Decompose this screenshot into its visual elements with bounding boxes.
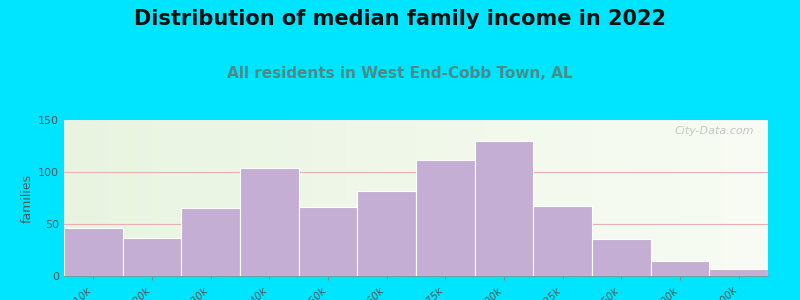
Text: City-Data.com: City-Data.com <box>674 126 754 136</box>
Bar <box>298 207 358 276</box>
Bar <box>650 261 710 276</box>
Bar <box>240 168 298 276</box>
Bar <box>474 141 534 276</box>
Text: Distribution of median family income in 2022: Distribution of median family income in … <box>134 9 666 29</box>
Bar <box>710 269 768 276</box>
Bar <box>534 206 592 276</box>
Text: All residents in West End-Cobb Town, AL: All residents in West End-Cobb Town, AL <box>227 66 573 81</box>
Bar <box>592 238 650 276</box>
Y-axis label: families: families <box>21 173 34 223</box>
Bar <box>64 228 122 276</box>
Bar <box>358 191 416 276</box>
Bar <box>416 160 474 276</box>
Bar <box>122 238 182 276</box>
Bar <box>182 208 240 276</box>
